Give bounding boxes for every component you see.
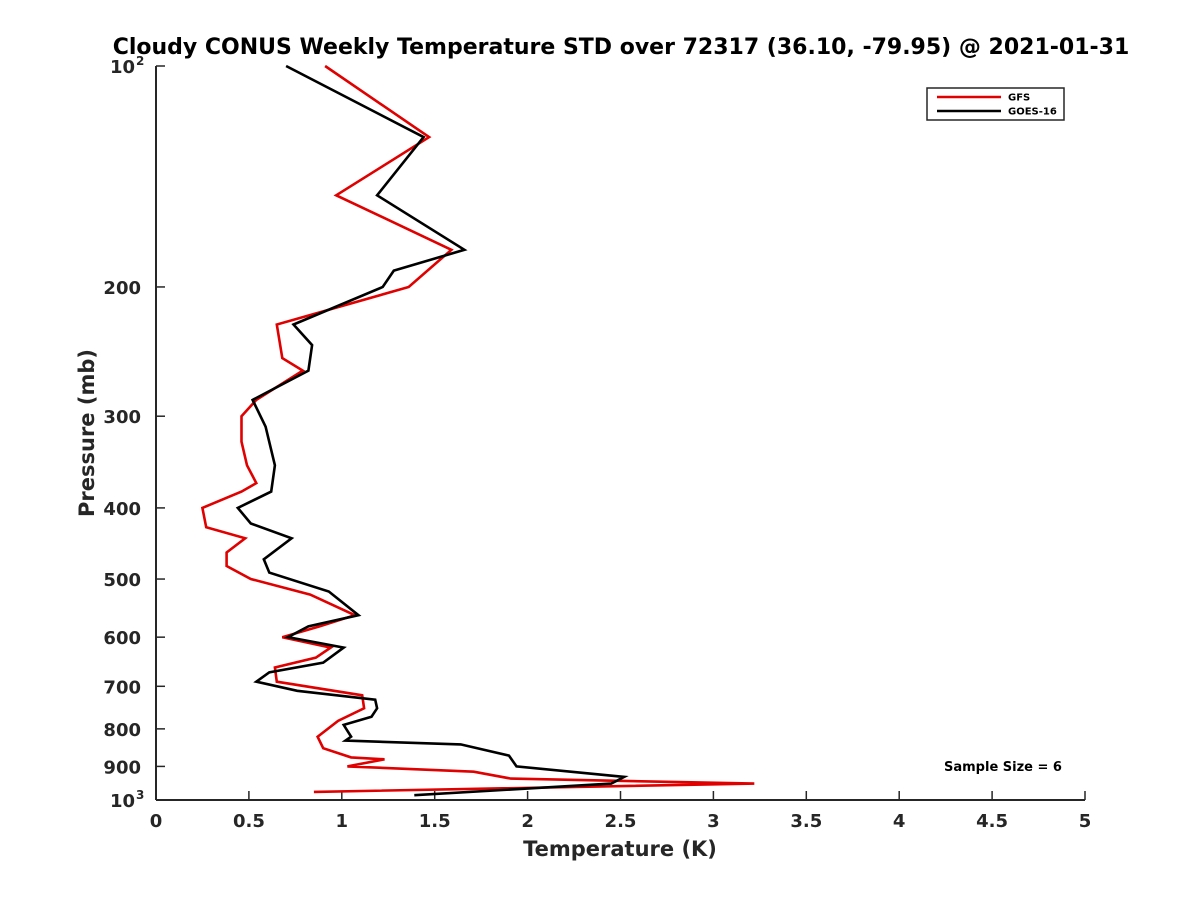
- y-tick-label: 300: [103, 407, 141, 428]
- series-line-goes-16: [235, 64, 629, 797]
- x-tick-label: 1.5: [419, 811, 451, 832]
- x-tick-label: 3.5: [790, 811, 822, 832]
- x-tick-label: 1: [336, 811, 349, 832]
- y-tick-label: 900: [103, 757, 141, 778]
- x-tick-label: 0: [150, 811, 163, 832]
- y-tick-label: 10: [110, 791, 135, 812]
- y-axis-label: Pressure (mb): [75, 349, 99, 517]
- x-tick-label: 5: [1079, 811, 1092, 832]
- y-tick-label: 10: [110, 57, 135, 78]
- legend: GFS GOES-16: [926, 87, 1065, 121]
- x-tick-label: 0.5: [233, 811, 265, 832]
- series-line-gfs: [200, 64, 755, 794]
- y-tick-label: 200: [103, 278, 141, 299]
- y-tick-exponent: 3: [136, 788, 144, 802]
- y-tick-label: 700: [103, 677, 141, 698]
- sample-size-annotation: Sample Size = 6: [944, 760, 1062, 775]
- x-tick-label: 4: [893, 811, 906, 832]
- legend-label: GOES-16: [1008, 107, 1057, 118]
- x-axis-ticks: 0 0.5 1 1.5 2 2.5 3 3.5 4 4.5 5: [150, 791, 1092, 832]
- y-tick-exponent: 2: [136, 54, 144, 68]
- x-tick-label: 2.5: [605, 811, 637, 832]
- legend-box: [926, 87, 1065, 121]
- legend-label: GFS: [1008, 93, 1030, 104]
- y-tick-label: 800: [103, 720, 141, 741]
- x-axis-label: Temperature (K): [523, 837, 717, 861]
- y-tick-label: 400: [103, 499, 141, 520]
- series-lines: [200, 64, 755, 797]
- x-tick-label: 4.5: [976, 811, 1008, 832]
- x-tick-label: 2: [521, 811, 534, 832]
- chart-title: Cloudy CONUS Weekly Temperature STD over…: [113, 35, 1130, 60]
- x-tick-label: 3: [707, 811, 720, 832]
- y-tick-label: 600: [103, 628, 141, 649]
- y-tick-label: 500: [103, 570, 141, 591]
